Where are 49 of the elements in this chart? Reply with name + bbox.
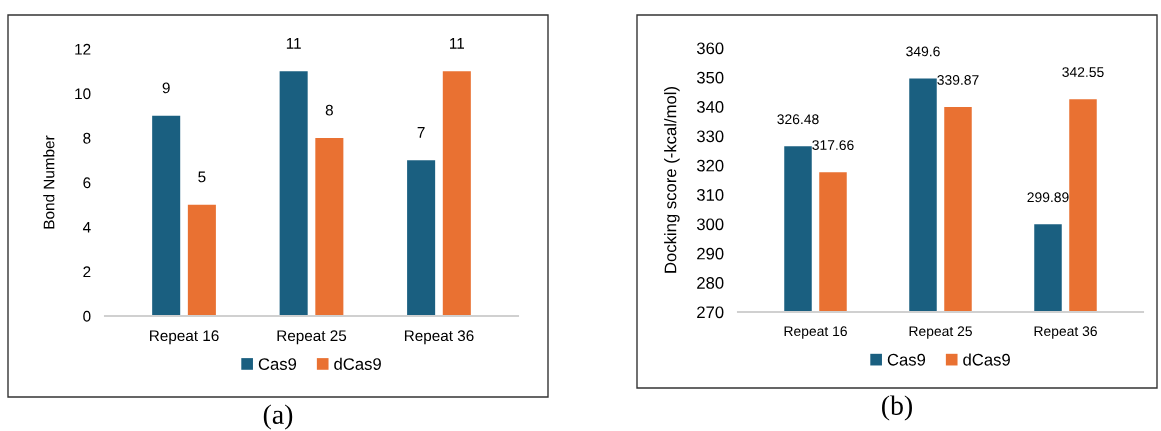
- y-tick-label: 4: [82, 222, 91, 233]
- y-tick-label: 270: [697, 306, 724, 319]
- bar: [187, 204, 216, 316]
- data-label: 7: [417, 127, 425, 138]
- x-tick-label: Repeat 16: [784, 326, 847, 339]
- y-tick-label: 10: [75, 88, 91, 100]
- x-tick-label: Repeat 36: [1034, 326, 1097, 339]
- y-tick-label: 6: [83, 177, 91, 189]
- y-tick-label: 290: [697, 247, 724, 260]
- data-label: 8: [325, 104, 333, 116]
- y-tick-label: 330: [696, 130, 724, 143]
- data-label: 326.48: [777, 114, 819, 125]
- y-tick-label: 350: [696, 71, 724, 84]
- legend-label: dCas9: [334, 357, 381, 370]
- y-tick-label: 0: [83, 310, 91, 322]
- x-tick-label: Repeat 25: [909, 326, 972, 339]
- x-tick-label: Repeat 36: [404, 330, 474, 345]
- y-tick-label: 340: [696, 101, 724, 113]
- text: (a): [263, 404, 293, 430]
- bar: [152, 115, 181, 316]
- data-label: 317.66: [812, 140, 854, 151]
- y-tick-label: 320: [696, 159, 724, 172]
- legend-label: Cas9: [887, 353, 926, 366]
- data-label: 339.87: [937, 75, 979, 85]
- data-label: 299.89: [1027, 192, 1069, 203]
- x-tick-label: Repeat 16: [150, 330, 219, 345]
- legend-label: Cas9: [258, 358, 297, 370]
- data-label: 11: [450, 38, 464, 49]
- bar: [315, 138, 344, 316]
- x-tick-label: Repeat 25: [277, 330, 347, 345]
- y-axis-title: Bond Number: [43, 135, 55, 229]
- data-label: 9: [162, 82, 170, 94]
- y-tick-label: 2: [83, 266, 91, 278]
- y-tick-label: 8: [83, 132, 91, 144]
- y-axis-title: Docking score (-kcal/mol): [664, 87, 680, 273]
- data-label: 349.6: [906, 46, 940, 57]
- y-tick-label: 360: [696, 42, 724, 55]
- data-label: 5: [198, 171, 206, 183]
- legend-label: dCas9: [963, 353, 1010, 366]
- bar: [407, 160, 436, 316]
- text: (b): [882, 395, 912, 421]
- bar: [442, 71, 471, 316]
- bar: [279, 71, 308, 316]
- y-tick-label: 310: [696, 189, 724, 201]
- data-label: 11: [286, 38, 301, 49]
- y-tick-label: 280: [697, 277, 724, 289]
- y-tick-label: 300: [696, 218, 724, 231]
- y-tick-label: 12: [75, 43, 91, 55]
- data-label: 342.55: [1062, 67, 1104, 77]
